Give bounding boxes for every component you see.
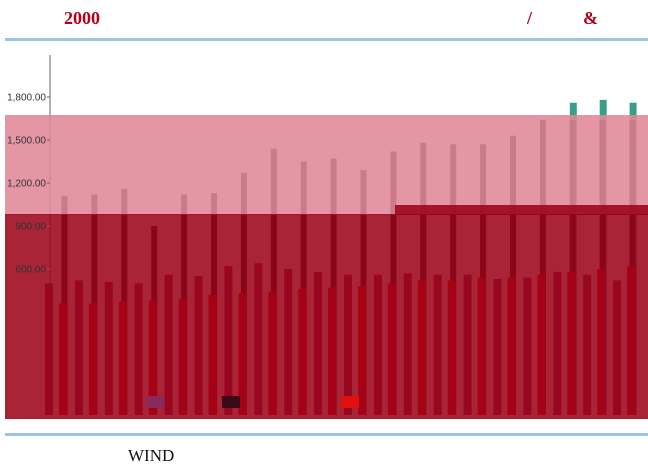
header-title-left: 2000 bbox=[64, 8, 100, 28]
bottom-divider bbox=[5, 433, 648, 436]
legend-swatch-dark bbox=[222, 396, 240, 408]
y-tick-label-4: 900.00 bbox=[15, 222, 46, 233]
header-title-mid: / bbox=[527, 8, 533, 28]
source-note: WIND bbox=[128, 446, 175, 465]
y-tick-label-2: 1,500.00 bbox=[7, 136, 46, 147]
chart-overlay-group bbox=[5, 115, 648, 419]
overlay-band-dark bbox=[5, 214, 648, 419]
y-tick-label-5: 600.00 bbox=[15, 265, 46, 276]
overlay-band-step bbox=[395, 205, 648, 215]
header-title-right: & bbox=[583, 8, 598, 28]
y-tick-label-1: 1,800.00 bbox=[7, 93, 46, 104]
legend-swatch-red bbox=[341, 396, 359, 408]
overlay-band-light bbox=[5, 115, 648, 215]
chart-ticks-group: 1,800.00 1,500.00 1,200.00 900.00 600.00 bbox=[7, 93, 50, 276]
top-divider bbox=[5, 38, 648, 41]
legend-swatch-purple bbox=[146, 396, 164, 408]
y-tick-label-3: 1,200.00 bbox=[7, 179, 46, 190]
header: 2000 / & bbox=[0, 0, 648, 38]
